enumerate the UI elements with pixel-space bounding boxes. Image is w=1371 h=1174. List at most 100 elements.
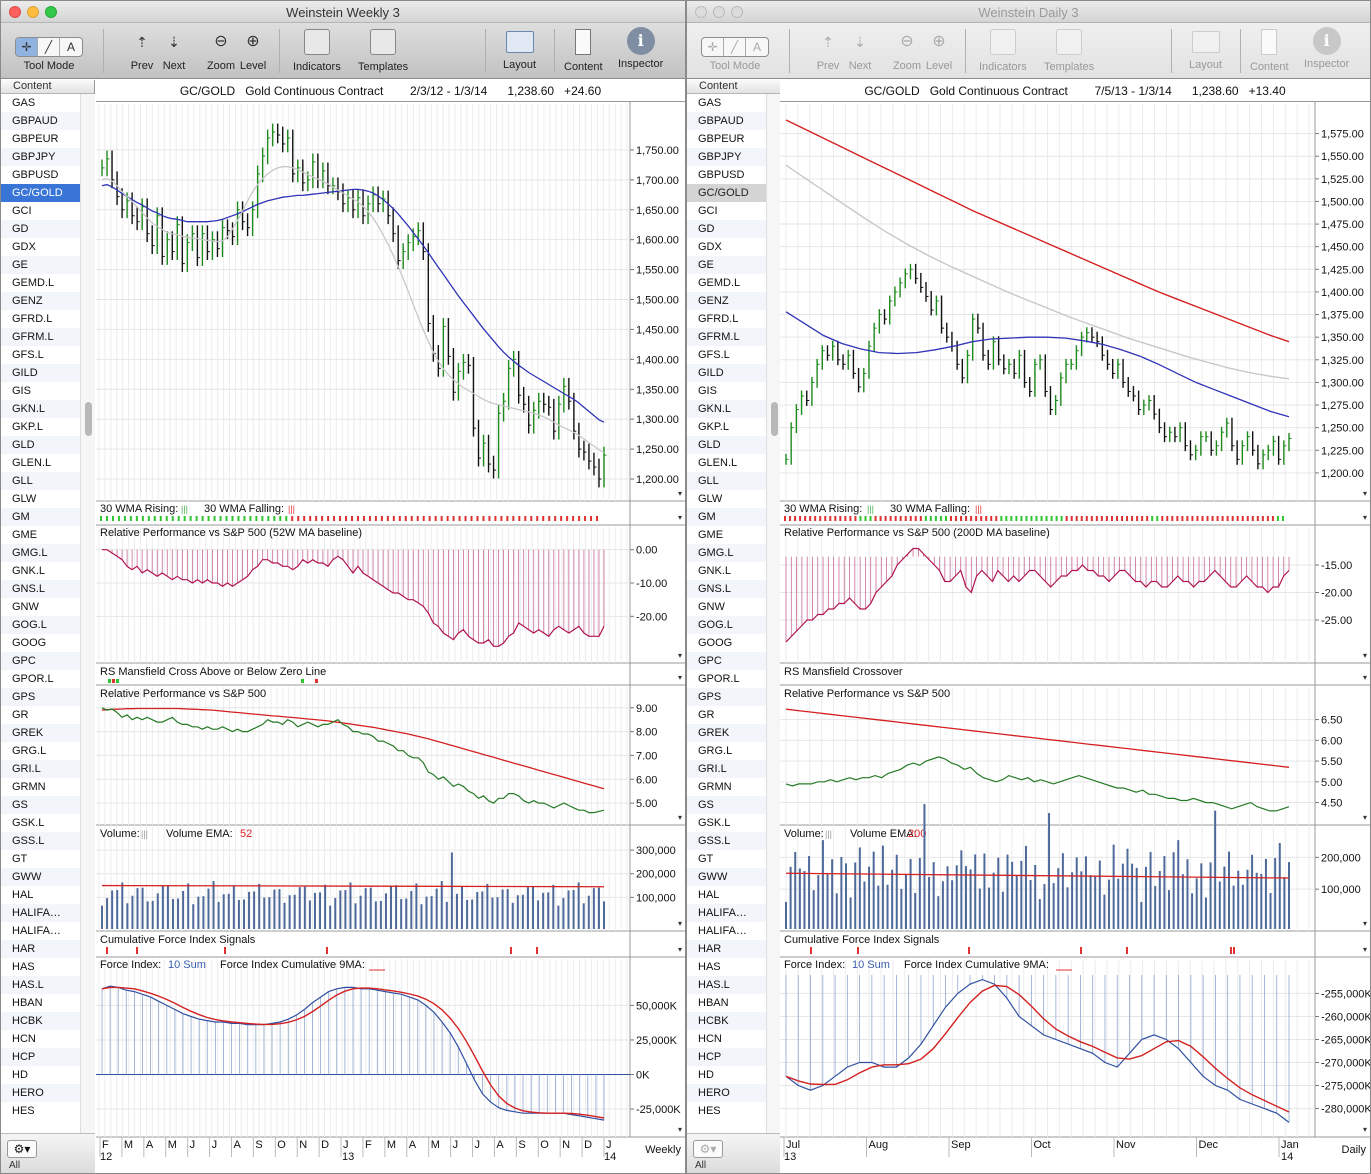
pointer-tool-icon[interactable]: ✛ <box>702 38 724 56</box>
list-item[interactable]: GM <box>1 508 80 526</box>
list-item[interactable]: GLD <box>1 436 80 454</box>
sidebar-scrollbar[interactable] <box>80 94 95 1133</box>
list-item[interactable]: GILD <box>687 364 766 382</box>
list-item[interactable]: GSK.L <box>12 817 45 829</box>
list-item[interactable]: HAL <box>12 889 34 901</box>
list-item[interactable]: HALIFA… <box>1 904 80 922</box>
chart-area[interactable]: GC/GOLD Gold Continuous Contract 2/3/12 … <box>96 80 685 1173</box>
list-item[interactable]: HAR <box>1 940 80 958</box>
list-item[interactable]: HAS.L <box>1 976 80 994</box>
list-item[interactable]: HCP <box>1 1048 80 1066</box>
window-weekly[interactable]: Weinstein Weekly 3 ✛ ╱ A Tool Mode ⇡ Prev ⇣ Nex… <box>0 0 686 1174</box>
zoom-button[interactable]: ⊖ Zoom <box>892 27 922 72</box>
list-item[interactable]: GLW <box>698 493 723 505</box>
list-item[interactable]: GSS.L <box>1 832 80 850</box>
layout-button[interactable]: Layout <box>1189 27 1222 71</box>
list-item[interactable]: GRG.L <box>698 745 733 757</box>
list-item[interactable]: GRI.L <box>687 760 766 778</box>
chart-svg[interactable]: ▾ ▾ ▾ ▾ ▾ ▾ ▾ ▾ 1,750.00 1,700.00 1,650.00 1,600.00… <box>96 80 686 1174</box>
chart-area[interactable]: GC/GOLD Gold Continuous Contract 7/5/13 … <box>780 80 1370 1173</box>
list-item[interactable]: GFS.L <box>698 349 730 361</box>
list-item[interactable]: GDX <box>698 241 722 253</box>
list-item[interactable]: GDX <box>12 241 36 253</box>
close-window-button[interactable] <box>695 6 707 18</box>
list-item[interactable]: GLL <box>1 472 80 490</box>
templates-button[interactable]: Templates <box>358 27 408 73</box>
list-item[interactable]: GOG.L <box>1 616 80 634</box>
list-item[interactable]: GPOR.L <box>698 673 740 685</box>
list-item[interactable]: GKP.L <box>12 421 43 433</box>
list-item[interactable]: GE <box>1 256 80 274</box>
close-window-button[interactable] <box>9 6 21 18</box>
list-item[interactable]: HALIFA… <box>687 904 766 922</box>
list-item[interactable]: GLL <box>687 472 766 490</box>
list-item[interactable]: GOOG <box>12 637 47 649</box>
list-item[interactable]: HCBK <box>687 1012 766 1030</box>
list-item[interactable]: GSS.L <box>687 832 766 850</box>
list-item[interactable]: GCI <box>698 205 718 217</box>
list-item[interactable]: GPS <box>1 688 80 706</box>
list-item[interactable]: GNK.L <box>12 565 46 577</box>
pointer-tool-icon[interactable]: ✛ <box>16 38 38 56</box>
next-button[interactable]: ⇣ Next <box>159 27 189 72</box>
list-item[interactable]: GREK <box>687 724 766 742</box>
minimize-window-button[interactable] <box>27 6 39 18</box>
symbol-list[interactable]: GAS GBPAUD GBPEUR GBPJPY GBPUSD GC/GOLD GCI GD G… <box>1 94 80 1120</box>
scroll-thumb[interactable] <box>771 402 778 436</box>
window-daily[interactable]: Weinstein Daily 3 ✛ ╱ A Tool Mode ⇡ Prev ⇣ Next… <box>686 0 1371 1174</box>
list-item[interactable]: HAS <box>698 961 721 973</box>
chart-svg[interactable]: ▾ ▾ ▾ ▾ ▾ ▾ ▾ ▾ 1,575.00 1,550.00 1,525.00 1,500.00… <box>780 80 1371 1174</box>
title-bar[interactable]: Weinstein Daily 3 <box>687 1 1370 23</box>
list-item[interactable]: GEMD.L <box>12 277 55 289</box>
list-item[interactable]: GE <box>687 256 766 274</box>
list-item[interactable]: GC/GOLD <box>1 184 80 202</box>
list-item[interactable]: GPOR.L <box>12 673 54 685</box>
list-item[interactable]: HBAN <box>698 997 729 1009</box>
list-item[interactable]: HAS <box>12 961 35 973</box>
text-tool-icon[interactable]: A <box>752 40 761 54</box>
list-item[interactable]: GC/GOLD <box>687 184 766 202</box>
list-item[interactable]: GKN.L <box>687 400 766 418</box>
sidebar-header[interactable]: Content <box>687 80 780 94</box>
level-button[interactable]: ⊕ Level <box>238 27 268 72</box>
list-item[interactable]: HCP <box>687 1048 766 1066</box>
list-item[interactable]: GME <box>698 529 724 541</box>
inspector-button[interactable]: i Inspector <box>618 27 663 70</box>
list-item[interactable]: GR <box>698 709 715 721</box>
list-item[interactable]: GBPAUD <box>1 112 80 130</box>
list-item[interactable]: HD <box>12 1069 28 1081</box>
minimize-window-button[interactable] <box>713 6 725 18</box>
list-item[interactable]: GPC <box>687 652 766 670</box>
list-item[interactable]: GNS.L <box>687 580 766 598</box>
list-item[interactable]: GKN.L <box>1 400 80 418</box>
list-item[interactable]: GFS.L <box>12 349 44 361</box>
list-item[interactable]: HES <box>12 1105 35 1117</box>
list-item[interactable]: GRI.L <box>1 760 80 778</box>
list-item[interactable]: GT <box>12 853 28 865</box>
sidebar-header[interactable]: Content <box>1 80 94 94</box>
list-item[interactable]: GFRM.L <box>1 328 80 346</box>
list-item[interactable]: HCBK <box>1 1012 80 1030</box>
templates-button[interactable]: Templates <box>1044 27 1094 73</box>
list-item[interactable]: HBAN <box>12 997 43 1009</box>
list-item[interactable]: GNS.L <box>1 580 80 598</box>
inspector-button[interactable]: i Inspector <box>1304 27 1349 70</box>
gear-icon[interactable]: ⚙▾ <box>7 1140 37 1158</box>
list-item[interactable]: GIS <box>12 385 31 397</box>
list-item[interactable]: GRG.L <box>12 745 47 757</box>
tool-mode-group[interactable]: ✛ ╱ A Tool Mode <box>15 27 83 72</box>
level-button[interactable]: ⊕ Level <box>924 27 954 72</box>
text-tool-icon[interactable]: A <box>66 40 75 54</box>
list-item[interactable]: GMG.L <box>1 544 80 562</box>
list-item[interactable]: GFRD.L <box>12 313 53 325</box>
gear-icon[interactable]: ⚙▾ <box>693 1140 723 1158</box>
list-item[interactable]: GBPEUR <box>698 133 745 145</box>
list-item[interactable]: GCI <box>12 205 32 217</box>
list-item[interactable]: GAS <box>12 97 36 109</box>
list-item[interactable]: GR <box>12 709 29 721</box>
list-item[interactable]: GM <box>687 508 766 526</box>
zoom-button[interactable]: ⊖ Zoom <box>206 27 236 72</box>
line-tool-icon[interactable]: ╱ <box>724 38 746 56</box>
list-item[interactable]: HERO <box>1 1084 80 1102</box>
list-item[interactable]: HAL <box>698 889 720 901</box>
